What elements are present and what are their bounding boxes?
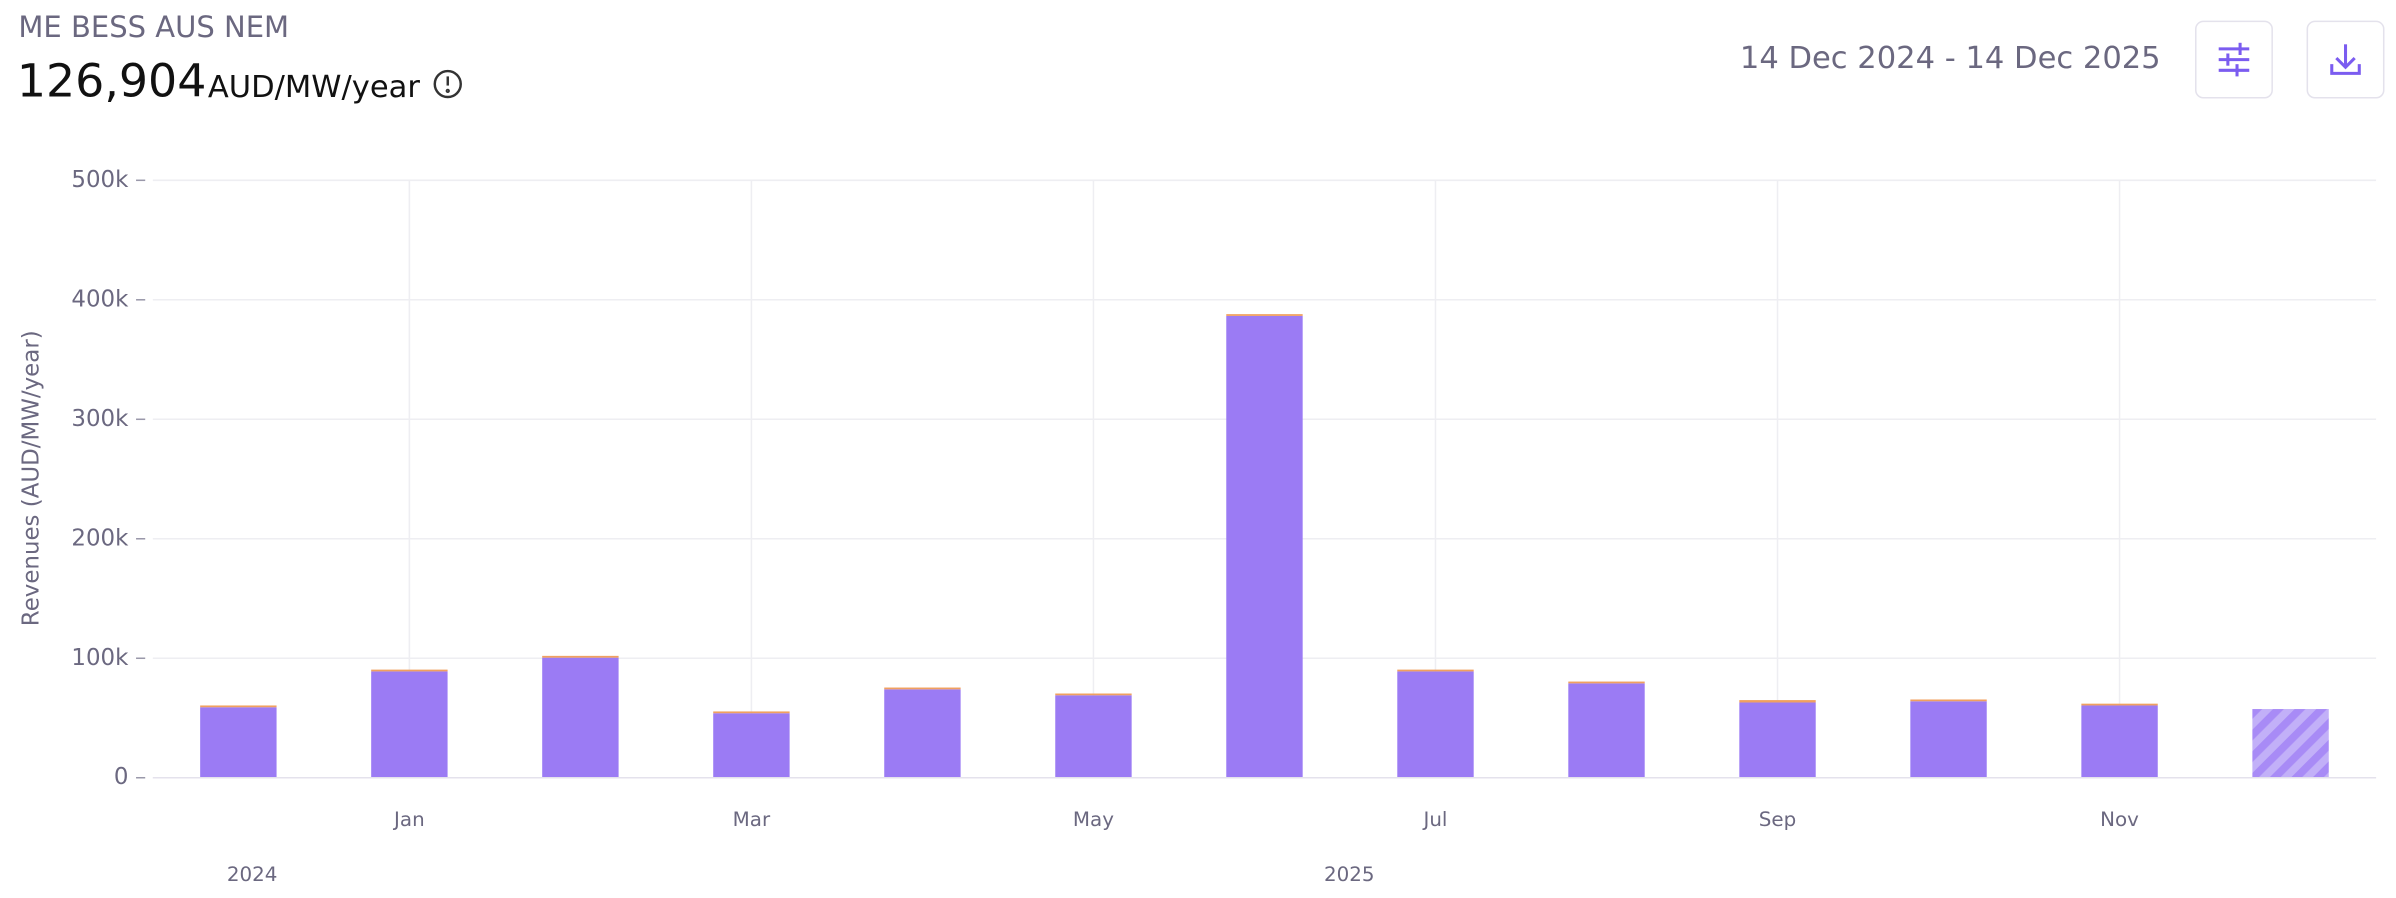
- x-tick-label: Jul: [1422, 808, 1448, 831]
- bar-segment: [1739, 702, 1816, 778]
- y-tick-label: 400k: [71, 286, 129, 312]
- y-axis-label: Revenues (AUD/MW/year): [19, 330, 45, 626]
- bar-segment: [542, 655, 619, 658]
- bar-segment: [1226, 315, 1303, 778]
- info-icon[interactable]: [433, 69, 462, 99]
- bar-segment: [1055, 695, 1132, 778]
- y-tick-label: 500k: [71, 167, 129, 193]
- x-tick-label: Mar: [733, 808, 771, 831]
- date-range[interactable]: 14 Dec 2024 - 14 Dec 2025: [1740, 41, 2161, 76]
- x-tick-label: Sep: [1759, 808, 1796, 831]
- bar-segment: [1910, 699, 1987, 702]
- bar-segment: [1055, 693, 1132, 696]
- x-tick-label: Jan: [392, 808, 425, 831]
- bar-segment: [2252, 709, 2329, 778]
- download-button[interactable]: [2306, 20, 2385, 99]
- x-group-label: 2024: [227, 863, 278, 886]
- title: ME BESS AUS NEM: [18, 10, 289, 44]
- bar-segment: [1568, 683, 1645, 778]
- bar-segment: [542, 657, 619, 778]
- y-tick-label: 300k: [71, 406, 129, 432]
- x-tick-label: May: [1073, 808, 1114, 831]
- bar-segment: [884, 687, 961, 690]
- bar-segment: [371, 669, 448, 672]
- y-tick-label: 100k: [71, 645, 129, 671]
- bar-segment: [713, 711, 790, 714]
- bar-segment: [371, 671, 448, 778]
- bar-segment: [1226, 314, 1303, 316]
- bar-segment: [1739, 700, 1816, 703]
- bar-segment: [200, 705, 277, 708]
- bar-segment: [713, 713, 790, 778]
- y-tick-label: 0: [114, 764, 129, 790]
- bar-segment: [1910, 701, 1987, 778]
- bar-segment: [1397, 669, 1474, 672]
- headline-value: 126,904: [17, 54, 207, 108]
- y-tick-label: 200k: [71, 525, 129, 551]
- bar-segment: [884, 689, 961, 778]
- bar-segment: [2081, 705, 2158, 778]
- headline-unit: AUD/MW/year: [208, 70, 421, 105]
- bar-segment: [2081, 703, 2158, 706]
- x-group-label: 2025: [1324, 863, 1375, 886]
- x-tick-label: Nov: [2100, 808, 2139, 831]
- bar-segment: [1397, 671, 1474, 778]
- bar-segment: [1568, 681, 1645, 684]
- bar-segment: [200, 707, 277, 778]
- settings-button[interactable]: [2195, 20, 2273, 99]
